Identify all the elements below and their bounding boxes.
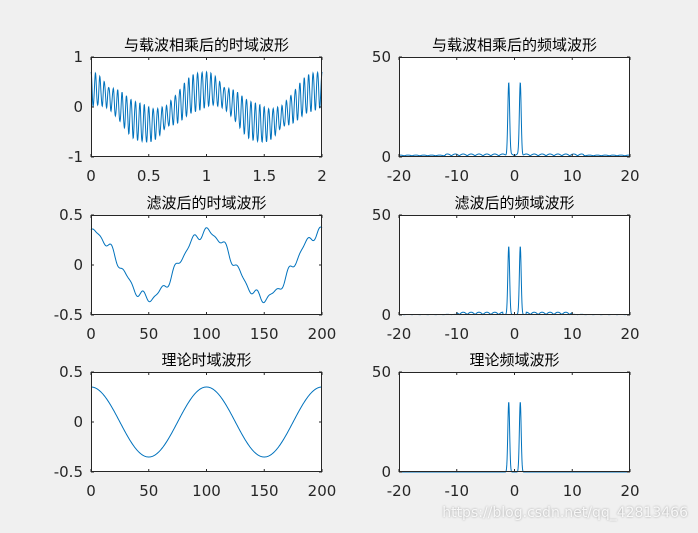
y-tick-label: 50	[372, 363, 391, 381]
x-tick-label: 0	[510, 325, 520, 343]
y-tick-label: 1	[73, 48, 83, 66]
x-tick-label: 0	[510, 167, 520, 185]
y-tick-label: 50	[372, 48, 391, 66]
x-tick-label: 200	[308, 482, 337, 500]
x-tick-label: -20	[387, 482, 412, 500]
y-tick-label: 0.5	[59, 206, 83, 224]
subplot-title: 理论时域波形	[161, 351, 251, 369]
x-tick-label: 1.5	[252, 167, 276, 185]
x-tick-label: 0	[510, 482, 520, 500]
x-tick-label: 1	[202, 167, 212, 185]
x-tick-label: 100	[192, 325, 221, 343]
axes-background	[399, 215, 630, 315]
x-tick-label: 100	[192, 482, 221, 500]
x-tick-label: 150	[250, 325, 279, 343]
x-tick-label: 20	[620, 167, 639, 185]
x-tick-label: -10	[445, 325, 470, 343]
subplot-title: 滤波后的频域波形	[454, 194, 574, 212]
y-tick-label: 0	[73, 98, 83, 116]
axes-background	[91, 372, 322, 472]
x-tick-label: 2	[317, 167, 327, 185]
y-tick-label: 0	[381, 148, 391, 166]
x-tick-label: 10	[563, 167, 582, 185]
axes-background	[399, 372, 630, 472]
series-line	[90, 226, 323, 304]
y-tick-label: 0	[381, 306, 391, 324]
y-tick-label: -0.5	[54, 463, 83, 481]
x-tick-label: 0.5	[137, 167, 161, 185]
y-tick-label: -1	[68, 148, 83, 166]
x-tick-label: 200	[308, 325, 337, 343]
x-tick-label: 50	[139, 482, 158, 500]
series-line	[90, 386, 323, 458]
x-tick-label: -20	[387, 325, 412, 343]
x-tick-label: 20	[620, 325, 639, 343]
axes-background	[91, 215, 322, 315]
subplot-2: -20 -10 0 10 20 0 50 与载波相乘后的频域波形	[372, 36, 640, 185]
y-tick-label: 50	[372, 206, 391, 224]
x-tick-label: -10	[445, 482, 470, 500]
x-tick-label: 0	[86, 167, 96, 185]
y-tick-label: 0	[381, 463, 391, 481]
subplot-title: 理论频域波形	[469, 351, 559, 369]
x-tick-label: -10	[445, 167, 470, 185]
watermark-text: https://blog.csdn.net/qq_42813466	[442, 505, 688, 521]
series-line	[90, 70, 323, 144]
x-tick-label: 150	[250, 482, 279, 500]
subplot-title: 与载波相乘后的频域波形	[432, 36, 597, 54]
subplot-title: 滤波后的时域波形	[146, 194, 266, 212]
x-tick-label: 10	[563, 482, 582, 500]
x-tick-label: 50	[139, 325, 158, 343]
subplot-6: -20 -10 0 10 20 0 50 理论频域波形	[372, 351, 640, 500]
y-tick-label: 0.5	[59, 363, 83, 381]
y-tick-label: 0	[73, 256, 83, 274]
axes-background	[399, 57, 630, 157]
x-tick-label: 0	[86, 482, 96, 500]
x-tick-label: 10	[563, 325, 582, 343]
y-tick-label: 0	[73, 413, 83, 431]
y-tick-label: -0.5	[54, 306, 83, 324]
x-tick-label: 20	[620, 482, 639, 500]
x-tick-label: 0	[86, 325, 96, 343]
subplot-4: -20 -10 0 10 20 0 50 滤波后的频域波形	[372, 194, 640, 343]
subplot-title: 与载波相乘后的时域波形	[124, 36, 289, 54]
x-tick-label: -20	[387, 167, 412, 185]
